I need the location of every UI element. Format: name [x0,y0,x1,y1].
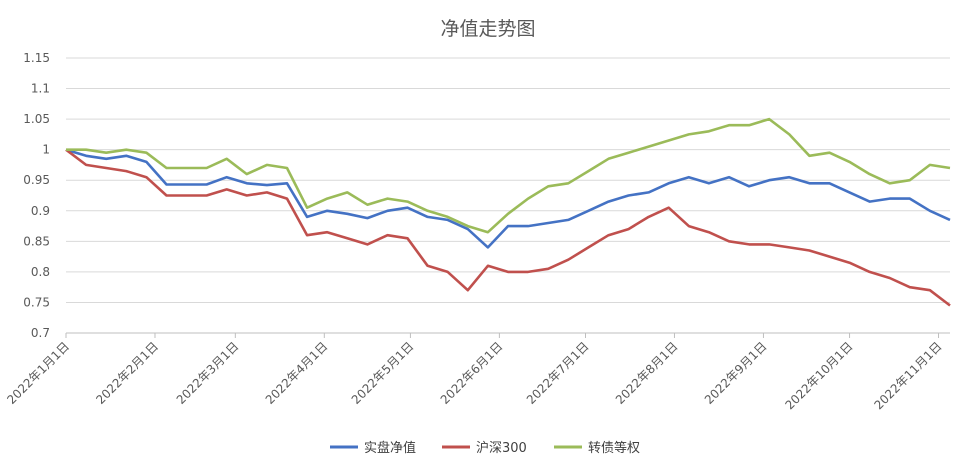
x-tick-label: 2022年7月1日 [524,339,592,407]
x-tick-label: 2022年11月1日 [871,339,944,412]
x-tick-label: 2022年9月1日 [702,339,770,407]
x-axis-ticks: 2022年1月1日 2022年2月1日 2022年3月1日 2022年4月1日 2022… [4,333,945,412]
x-tick-label: 2022年2月1日 [93,339,161,407]
x-tick-label: 2022年5月1日 [349,339,417,407]
x-tick-label: 2022年6月1日 [438,339,506,407]
legend: 实盘净值 沪深300 转债等权 [330,440,640,456]
series-lines [65,117,951,307]
y-tick-label: 0.8 [31,265,50,279]
y-tick-label: 1.15 [23,51,50,65]
gridlines [66,57,950,334]
series-line-1 [65,148,951,307]
y-tick-label: 1 [42,143,50,157]
legend-label: 沪深300 [476,440,527,456]
x-tick-label: 2022年8月1日 [613,339,681,407]
chart-title: 净值走势图 [440,18,535,40]
x-tick-label: 2022年4月1日 [263,339,331,407]
x-tick-label: 2022年1月1日 [4,339,72,407]
y-tick-label: 0.85 [23,234,50,248]
x-tick-label: 2022年10月1日 [783,339,856,412]
y-tick-label: 0.7 [31,326,50,340]
y-tick-label: 0.9 [31,204,50,218]
x-tick-label: 2022年3月1日 [174,339,242,407]
legend-label: 实盘净值 [364,440,416,456]
series-line-0 [65,148,951,249]
legend-label: 转债等权 [588,440,640,456]
series-line-2 [66,117,951,234]
y-tick-label: 0.75 [23,295,50,309]
y-axis-ticks: 0.7 0.75 0.8 0.85 0.9 0.95 1 1.05 1.1 1.15 [23,51,50,340]
y-tick-label: 1.1 [31,82,50,96]
y-tick-label: 1.05 [23,112,50,126]
y-tick-label: 0.95 [23,173,50,187]
